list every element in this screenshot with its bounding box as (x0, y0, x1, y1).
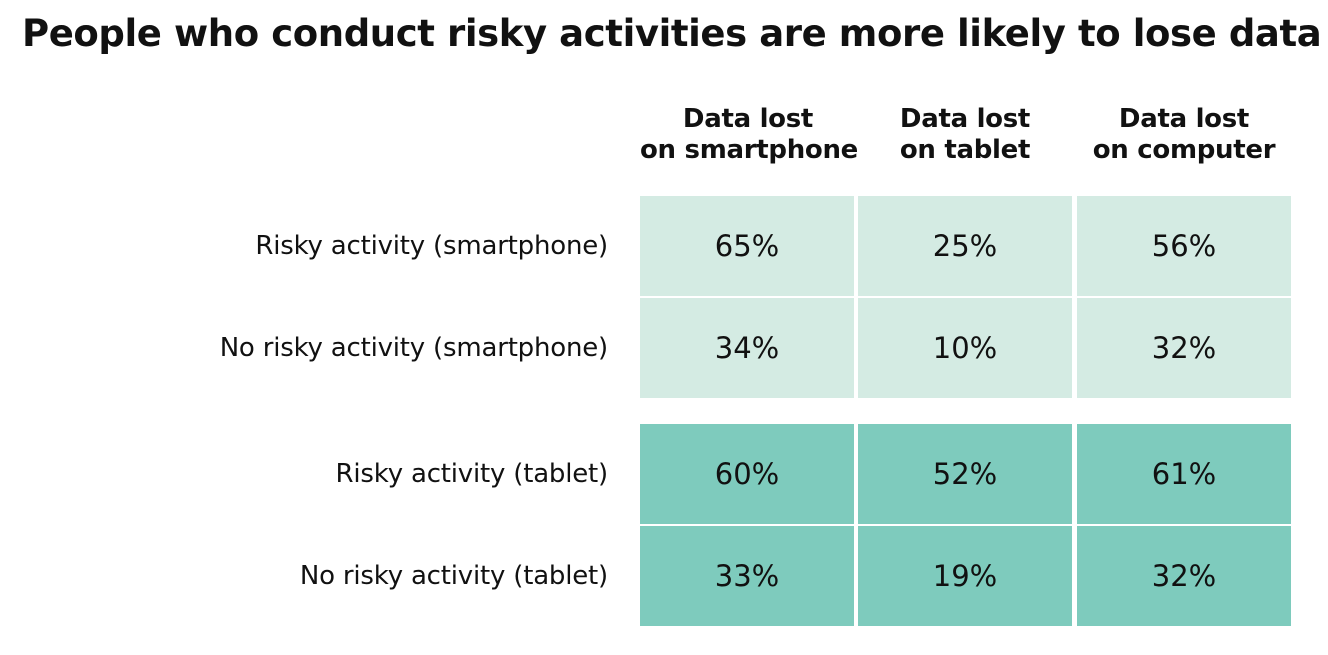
column-header-line: Data lost (899, 104, 1031, 134)
column-header-smartphone: Data lost on smartphone (640, 104, 859, 166)
row-label: No risky activity (tablet) (299, 561, 608, 591)
table-cell: 10% (858, 298, 1072, 398)
table-cell: 60% (640, 424, 854, 524)
row-label: Risky activity (tablet) (335, 459, 609, 489)
table-cell: 32% (1077, 526, 1291, 626)
table-cell: 61% (1077, 424, 1291, 524)
table-cell: 52% (858, 424, 1072, 524)
table-cell: 19% (858, 526, 1072, 626)
column-header-line: on computer (1092, 135, 1276, 165)
chart-title: People who conduct risky activities are … (22, 12, 1322, 55)
column-header-line: on smartphone (640, 135, 859, 165)
table-cell: 65% (640, 196, 854, 296)
column-header-computer: Data lost on computer (1076, 104, 1292, 166)
row-label: No risky activity (smartphone) (219, 333, 609, 363)
table-cell: 34% (640, 298, 854, 398)
table-cell: 25% (858, 196, 1072, 296)
column-header-line: on tablet (899, 135, 1031, 165)
table-cell: 56% (1077, 196, 1291, 296)
column-header-line: Data lost (1118, 104, 1250, 134)
column-header-line: Data lost (682, 104, 814, 134)
table-cell: 33% (640, 526, 854, 626)
column-header-tablet: Data lost on tablet (857, 104, 1073, 166)
row-label: Risky activity (smartphone) (255, 231, 608, 261)
table-cell: 32% (1077, 298, 1291, 398)
